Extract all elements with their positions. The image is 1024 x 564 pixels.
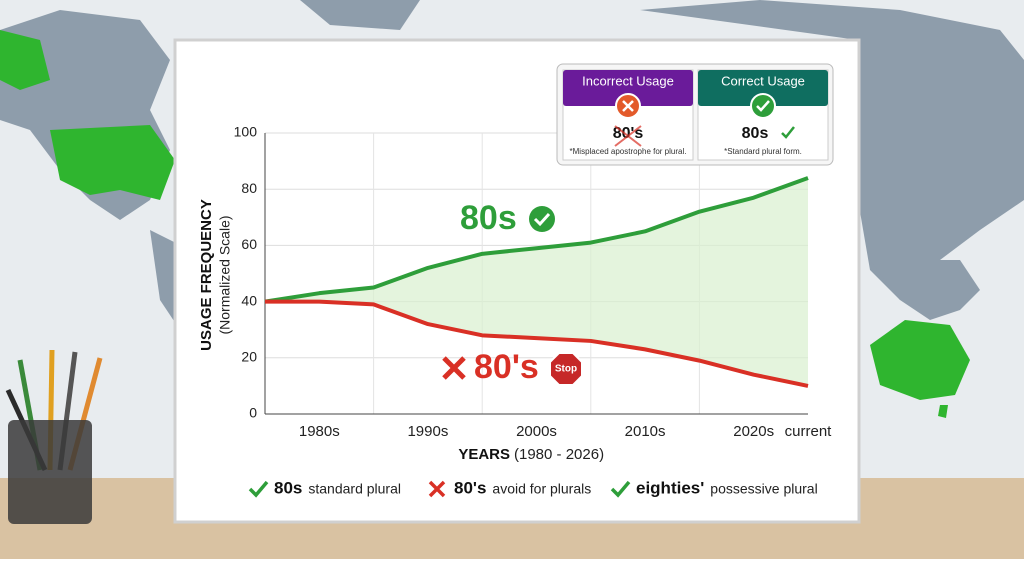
x-tick-label: 2000s bbox=[516, 423, 557, 440]
legend-term: 80's bbox=[454, 478, 486, 497]
x-tick-label: 1990s bbox=[407, 423, 448, 440]
series-annotation: 80s bbox=[460, 199, 517, 237]
callout-header bbox=[563, 70, 693, 106]
legend-desc: avoid for plurals bbox=[492, 481, 591, 497]
y-tick-label: 100 bbox=[234, 124, 258, 140]
callout-title: Correct Usage bbox=[721, 73, 805, 88]
area-fill bbox=[265, 177, 808, 386]
stop-sign bbox=[549, 352, 583, 386]
series-line bbox=[264, 176, 809, 304]
y-tick-label: 20 bbox=[241, 349, 257, 365]
callout-note: *Misplaced apostrophe for plural. bbox=[570, 147, 687, 156]
y-tick-label: 60 bbox=[241, 236, 257, 252]
legend-desc: possessive plural bbox=[710, 481, 817, 497]
x-tick-label: current bbox=[785, 423, 833, 440]
x-tick-label: 2010s bbox=[625, 423, 666, 440]
callout-icon-mark bbox=[622, 100, 634, 112]
legend-check bbox=[248, 480, 269, 498]
x-axis-sublabel: (1980 - 2026) bbox=[514, 446, 604, 463]
legend-check bbox=[610, 480, 631, 498]
cross-icon bbox=[442, 356, 466, 380]
callout-icon-mark bbox=[756, 100, 770, 112]
x-tick-label: 2020s bbox=[733, 423, 774, 440]
callout-check bbox=[781, 126, 795, 139]
y-axis-sublabel: (Normalized Scale) bbox=[217, 215, 233, 334]
series-line bbox=[265, 299, 809, 388]
callout-title: Incorrect Usage bbox=[582, 73, 674, 88]
check-icon bbox=[529, 206, 555, 232]
legend-term: 80s bbox=[274, 478, 302, 497]
check-mark bbox=[533, 212, 551, 227]
x-tick-label: 1980s bbox=[299, 423, 340, 440]
legend-desc: standard plural bbox=[308, 481, 401, 497]
y-axis-label: USAGE FREQUENCY bbox=[198, 199, 215, 351]
x-axis-label: YEARS bbox=[458, 446, 510, 463]
callout-term: 80s bbox=[742, 125, 769, 142]
y-tick-label: 40 bbox=[241, 292, 257, 308]
callout-note: *Standard plural form. bbox=[724, 147, 802, 156]
legend-cross bbox=[428, 480, 446, 498]
callout-header bbox=[698, 70, 828, 106]
y-tick-label: 0 bbox=[249, 405, 257, 421]
chart: 0 20 40 60 80 100 1980s 1990s 2000s 2010s 2020s cur… bbox=[198, 63, 834, 498]
legend-term: eighties' bbox=[636, 478, 704, 497]
stop-sign-label: Stop bbox=[555, 364, 577, 375]
callout-cross bbox=[614, 125, 642, 147]
y-tick-label: 80 bbox=[241, 180, 257, 196]
series-annotation: 80's bbox=[474, 348, 539, 386]
pencil-cup bbox=[5, 349, 103, 524]
